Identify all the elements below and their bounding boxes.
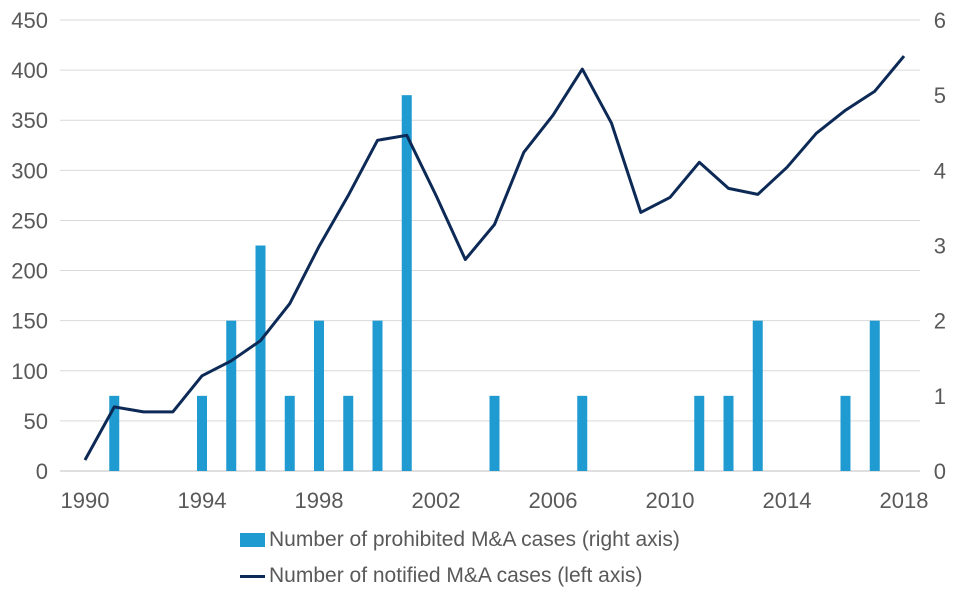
bar xyxy=(255,245,266,471)
x-tick-label: 2014 xyxy=(763,488,812,513)
right-tick-label: 0 xyxy=(934,459,946,484)
left-tick-label: 150 xyxy=(11,309,48,334)
left-tick-label: 0 xyxy=(36,459,48,484)
left-tick-label: 400 xyxy=(11,58,48,83)
bar xyxy=(343,395,354,471)
bar xyxy=(314,320,324,471)
bar xyxy=(723,395,734,471)
left-tick-label: 200 xyxy=(11,259,48,284)
x-tick-label: 1998 xyxy=(295,488,344,513)
bar xyxy=(869,320,880,471)
right-tick-label: 6 xyxy=(934,8,946,33)
legend-label-prohibited: Number of prohibited M&A cases (right ax… xyxy=(269,528,680,551)
x-tick-label: 1990 xyxy=(61,488,110,513)
x-axis-ticks: 1990 1994 1998 2002 2006 2010 2014 2018 xyxy=(61,488,929,513)
right-tick-label: 4 xyxy=(934,158,946,183)
right-tick-label: 3 xyxy=(934,234,946,259)
left-tick-label: 100 xyxy=(11,359,48,384)
bar xyxy=(694,395,705,471)
left-tick-label: 350 xyxy=(11,108,48,133)
left-tick-label: 50 xyxy=(24,409,48,434)
bar xyxy=(372,320,383,471)
bar xyxy=(840,395,851,471)
bar xyxy=(489,395,500,471)
x-tick-label: 2010 xyxy=(646,488,695,513)
right-tick-label: 2 xyxy=(934,309,946,334)
left-tick-label: 250 xyxy=(11,208,48,233)
legend-bar-swatch xyxy=(240,533,265,547)
x-tick-label: 2006 xyxy=(529,488,578,513)
right-tick-label: 1 xyxy=(934,384,946,409)
line-series-notified xyxy=(83,55,906,461)
legend-line-swatch xyxy=(240,574,265,578)
right-axis-ticks: 0 1 2 3 4 5 6 xyxy=(934,8,946,484)
left-axis-ticks: 0 50 100 150 200 250 300 350 400 450 xyxy=(11,8,48,484)
bar xyxy=(109,395,120,471)
bar xyxy=(752,320,763,471)
bar xyxy=(577,395,588,471)
legend-item-notified: Number of notified M&A cases (left axis) xyxy=(240,561,840,591)
left-tick-label: 450 xyxy=(11,8,48,33)
x-tick-label: 2002 xyxy=(412,488,461,513)
x-tick-label: 2018 xyxy=(880,488,929,513)
bar xyxy=(226,320,237,471)
bar xyxy=(401,95,412,472)
bar xyxy=(284,395,295,471)
left-tick-label: 300 xyxy=(11,158,48,183)
legend-label-notified: Number of notified M&A cases (left axis) xyxy=(269,564,643,587)
right-tick-label: 5 xyxy=(934,83,946,108)
x-tick-label: 1994 xyxy=(178,488,227,513)
bar xyxy=(197,395,207,471)
bar-series-prohibited xyxy=(109,95,880,472)
legend-item-prohibited: Number of prohibited M&A cases (right ax… xyxy=(240,525,840,555)
line-path xyxy=(83,55,906,461)
